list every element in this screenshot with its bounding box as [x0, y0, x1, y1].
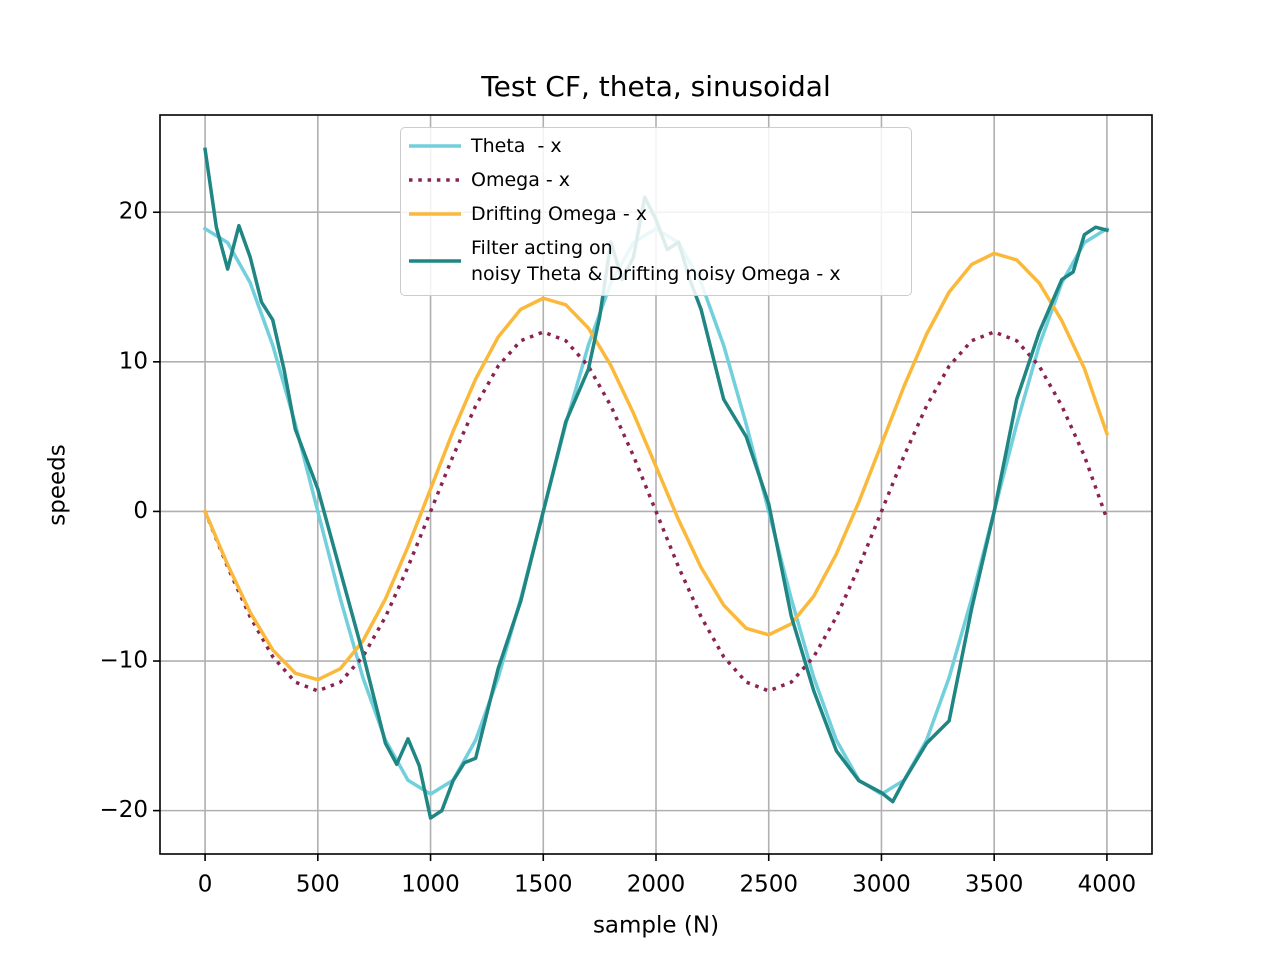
legend-label: Theta - x [471, 135, 562, 157]
x-tick-label: 2000 [627, 872, 686, 898]
legend-entry: Filter acting on noisy Theta & Drifting … [401, 235, 841, 287]
x-tick-label: 0 [198, 872, 213, 898]
legend-label: Omega - x [471, 169, 571, 191]
x-tick-label: 4000 [1078, 872, 1137, 898]
legend-label: Filter acting on noisy Theta & Drifting … [471, 237, 841, 285]
legend-entry: Theta - x [401, 133, 562, 159]
y-tick-label: −20 [99, 797, 148, 823]
legend-entry: Omega - x [401, 167, 570, 193]
legend: Theta - x Omega - x Drifting Omega - x Filt… [400, 127, 912, 296]
x-tick-label: 2500 [739, 872, 798, 898]
x-tick-label: 1000 [401, 872, 460, 898]
x-tick-label: 3000 [852, 872, 911, 898]
y-tick-label: 20 [119, 199, 148, 225]
y-tick-label: 10 [119, 348, 148, 374]
y-tick-label: 0 [133, 498, 148, 524]
chart-title: Test CF, theta, sinusoidal [480, 70, 830, 103]
y-axis-label: speeds [45, 444, 71, 525]
x-tick-label: 1500 [514, 872, 573, 898]
legend-label: Drifting Omega - x [471, 203, 647, 225]
y-tick-label: −10 [99, 648, 148, 674]
data-line [202, 251, 1110, 682]
legend-swatch [409, 178, 461, 182]
legend-swatch [409, 212, 461, 216]
x-tick-label: 500 [296, 872, 340, 898]
legend-swatch [409, 144, 461, 148]
data-line [203, 330, 1109, 693]
legend-swatch [409, 259, 461, 263]
x-axis-label: sample (N) [593, 913, 719, 939]
x-tick-label: 3500 [965, 872, 1024, 898]
legend-entry: Drifting Omega - x [401, 201, 647, 227]
plot-frame [159, 114, 1153, 855]
